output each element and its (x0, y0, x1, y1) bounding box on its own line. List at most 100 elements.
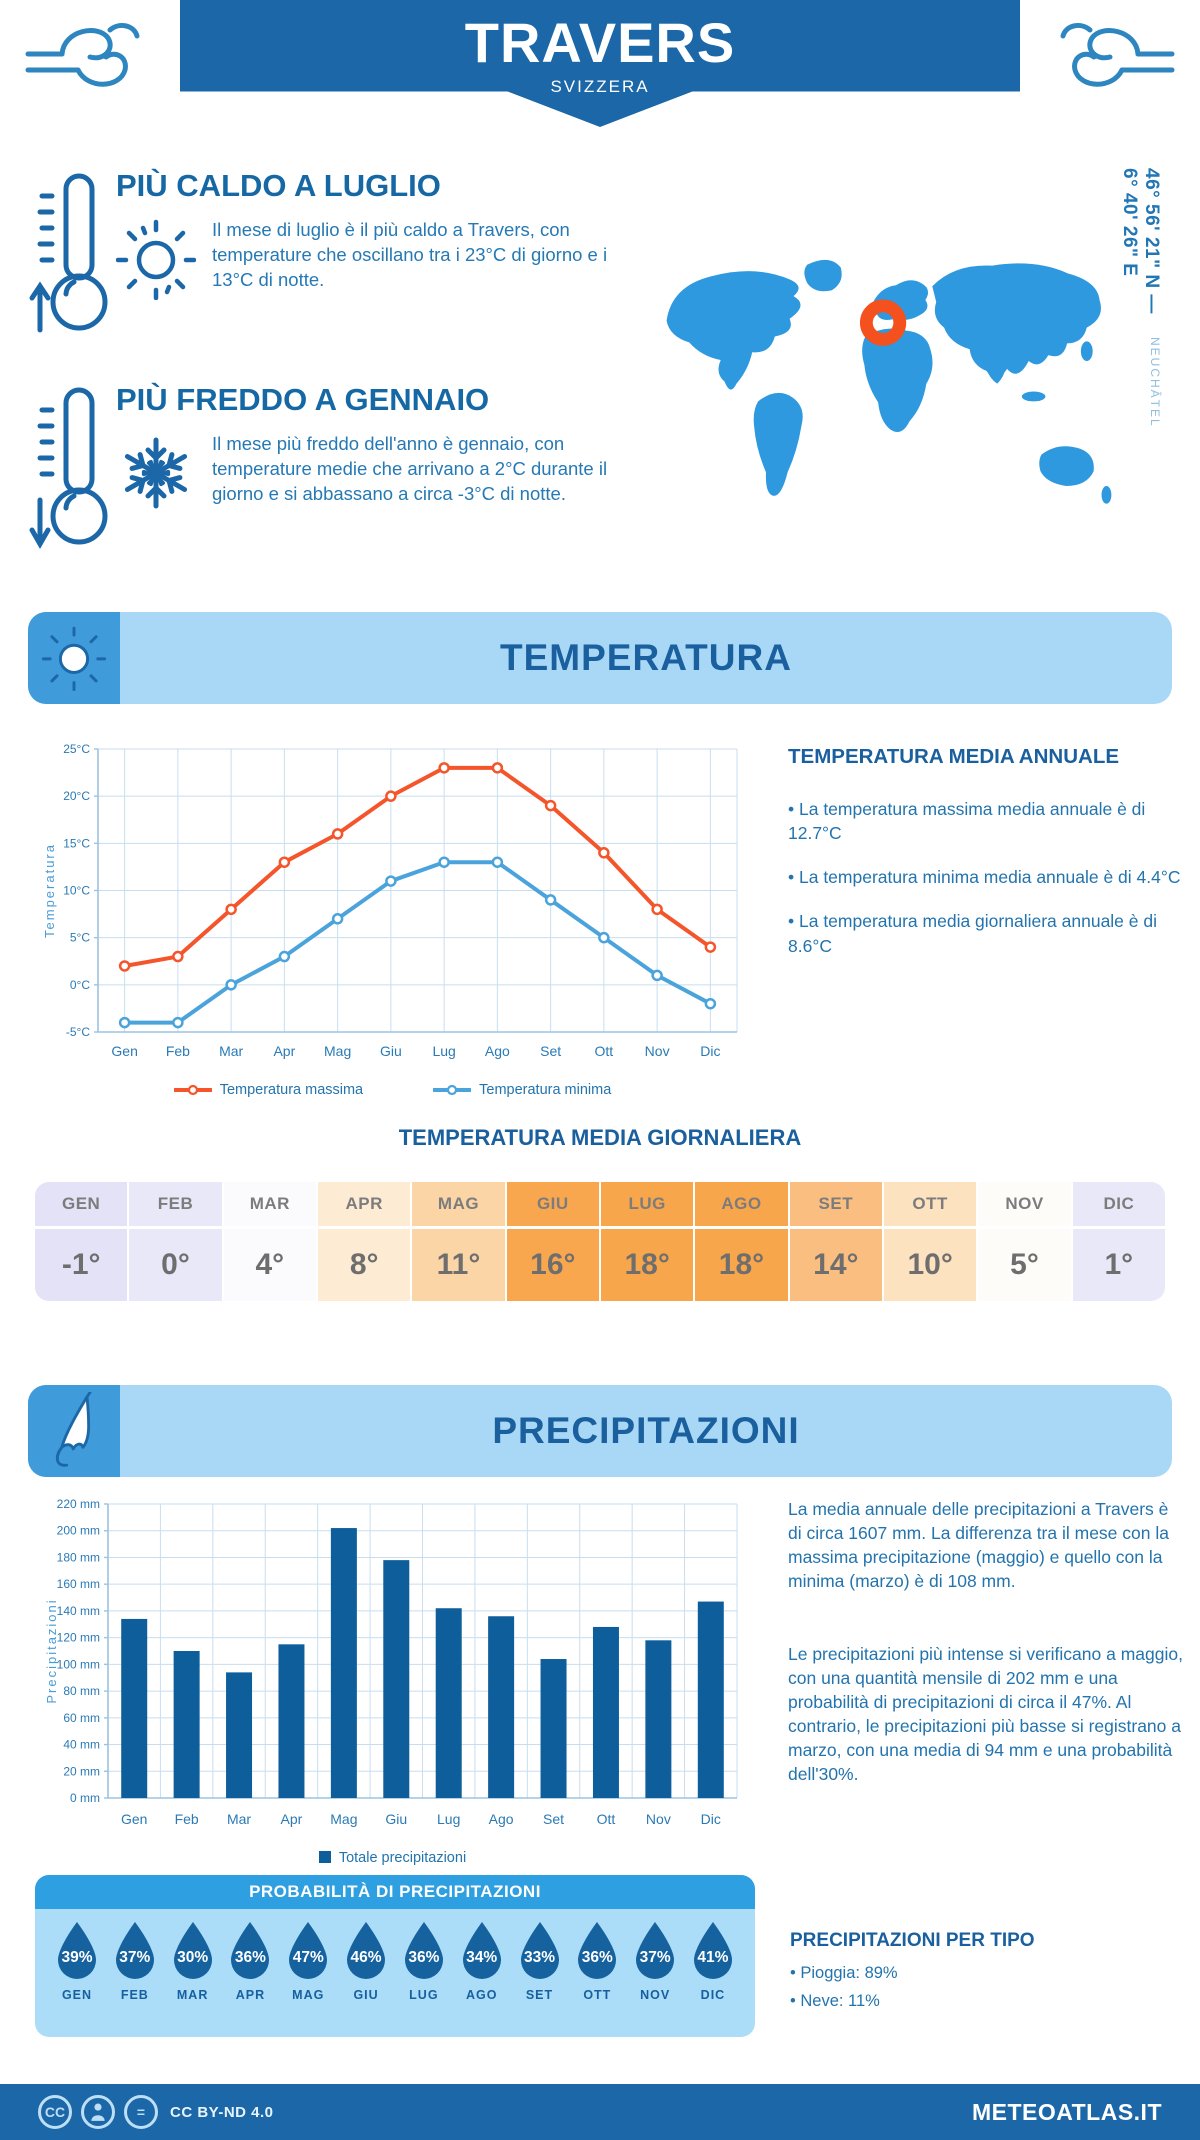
cc-icons: CC = (38, 2095, 158, 2129)
bar-gen (121, 1618, 148, 1798)
svg-text:Lug: Lug (432, 1043, 455, 1059)
highlight-warm: PIÙ CALDO A LUGLIO Il mese di luglio è i… (28, 168, 648, 338)
precipitation-section-title: PRECIPITAZIONI (492, 1410, 800, 1451)
probability-month: FEB (120, 1988, 149, 2002)
svg-text:Giu: Giu (380, 1043, 402, 1059)
droplet-icon (289, 1922, 328, 1979)
data-point (385, 790, 397, 802)
probability-droplet: 36% APR (224, 1919, 276, 2002)
probability-droplet: 34% AGO (456, 1919, 508, 2002)
by-type-title: PRECIPITAZIONI PER TIPO (790, 1930, 1035, 1951)
probability-value: 36% (408, 1949, 440, 1966)
probability-month: GIU (353, 1988, 379, 2002)
precipitation-paragraph: La media annuale delle precipitazioni a … (788, 1499, 1169, 1592)
svg-text:-5°C: -5°C (66, 1025, 90, 1039)
bar-mag (330, 1528, 357, 1798)
probability-value: 33% (523, 1949, 556, 1966)
svg-text:Mar: Mar (219, 1043, 243, 1059)
month-header: LUG (601, 1182, 694, 1226)
precipitation-chart: 0 mm 20 mm 40 mm 60 mm 80 mm 100 mm 120 mm 140 … (40, 1488, 745, 1838)
probability-month: DIC (700, 1988, 726, 2002)
data-point (651, 903, 663, 916)
svg-text:180 mm: 180 mm (57, 1550, 100, 1564)
svg-text:20 mm: 20 mm (63, 1764, 100, 1778)
svg-text:Nov: Nov (646, 1811, 671, 1827)
svg-text:Dic: Dic (700, 1043, 720, 1059)
month-mean-temperature: 16° (506, 1229, 599, 1301)
data-point (331, 828, 344, 840)
bar-apr (278, 1644, 305, 1798)
svg-text:220 mm: 220 mm (57, 1497, 100, 1511)
svg-text:Mar: Mar (227, 1811, 251, 1827)
precipitation-paragraph: Le precipitazioni più intense si verific… (788, 1643, 1183, 1785)
location-marker (859, 299, 907, 346)
umbrella-badge (28, 1385, 120, 1477)
legend-item: Temperatura minima (433, 1082, 611, 1098)
svg-text:Feb: Feb (166, 1043, 190, 1059)
svg-text:Dic: Dic (701, 1811, 721, 1827)
coordinates-block: 46° 56' 21" N — 6° 40' 26" E NEUCHÂTEL (1118, 168, 1162, 428)
temperature-section-band: TEMPERATURA (28, 612, 1172, 704)
data-point (385, 875, 397, 887)
probability-month: APR (235, 1988, 266, 2002)
probability-droplet: 30% MAR (167, 1919, 219, 2002)
temperature-chart-legend: Temperatura massima Temperatura minima (40, 1082, 745, 1098)
continent-asia (932, 263, 1101, 378)
svg-text:Gen: Gen (121, 1811, 147, 1827)
no-derivatives-icon: = (124, 2095, 158, 2129)
probability-droplets: 39% GEN 37% FEB 30% MAR 36% APR 47% MAG 46% GIU 36% L… (35, 1909, 755, 2002)
svg-text:Apr: Apr (281, 1811, 303, 1827)
svg-text:0 mm: 0 mm (70, 1791, 100, 1805)
svg-text:160 mm: 160 mm (57, 1577, 100, 1591)
annual-bullet: • La temperatura media giornaliera annua… (788, 911, 1157, 956)
probability-month: GEN (61, 1988, 93, 2002)
daily-temperature-table: GEN -1° FEB 0° MAR 4° APR 8° MAG 11° GIU 16° LUG 18° A… (35, 1182, 1165, 1301)
probability-value: 37% (639, 1949, 671, 1966)
data-point (491, 856, 504, 868)
precipitation-chart-legend: Totale precipitazioni (40, 1850, 745, 1866)
bars (121, 1528, 724, 1798)
svg-text:200 mm: 200 mm (57, 1524, 100, 1538)
precipitation-probability-box: PROBABILITÀ DI PRECIPITAZIONI 39% GEN 37% F… (35, 1875, 755, 2037)
droplet-icon (173, 1922, 212, 1979)
svg-text:Set: Set (543, 1811, 564, 1827)
sun-icon (116, 219, 196, 300)
bar-lug (435, 1608, 462, 1798)
month-header: OTT (884, 1182, 977, 1226)
probability-value: 46% (350, 1949, 382, 1966)
probability-value: 36% (234, 1949, 266, 1966)
annual-bullet: • La temperatura massima media annuale è… (788, 799, 1146, 844)
page-subtitle: SVIZZERA (550, 77, 650, 96)
droplet-icon (115, 1922, 154, 1979)
probability-month: MAR (176, 1988, 209, 2002)
svg-text:Feb: Feb (175, 1811, 199, 1827)
site-name: METEOATLAS.IT (971, 2098, 1162, 2125)
month-mean-temperature: 8° (318, 1229, 411, 1301)
region-india (985, 353, 1006, 384)
svg-text:Nov: Nov (645, 1043, 670, 1059)
sun-icon (41, 626, 107, 691)
footer: CC = CC BY-ND 4.0 METEOATLAS.IT (0, 2084, 1200, 2140)
svg-text:Mag: Mag (324, 1043, 351, 1059)
month-mean-temperature: 14° (789, 1229, 882, 1301)
probability-value: 39% (61, 1949, 93, 1966)
month-header: DIC (1072, 1182, 1165, 1226)
temperature-section-title: TEMPERATURA (500, 637, 792, 678)
thermometer-up-icon (29, 173, 108, 333)
svg-text:Ott: Ott (595, 1043, 614, 1059)
series-temperatura-massima (118, 762, 717, 972)
bar-nov (645, 1640, 672, 1798)
month-mean-temperature: 11° (412, 1229, 505, 1301)
month-mean-temperature: 4° (223, 1229, 316, 1301)
probability-value: 30% (177, 1949, 209, 1966)
droplet-icon (58, 1922, 96, 1979)
probability-month: LUG (409, 1988, 439, 2002)
data-point (172, 1016, 184, 1029)
svg-text:Ago: Ago (485, 1043, 510, 1059)
month-header: AGO (695, 1182, 788, 1226)
probability-month: SET (525, 1988, 554, 2002)
probability-droplet: 36% OTT (571, 1919, 623, 2002)
data-point (704, 941, 717, 953)
data-point (544, 894, 557, 906)
